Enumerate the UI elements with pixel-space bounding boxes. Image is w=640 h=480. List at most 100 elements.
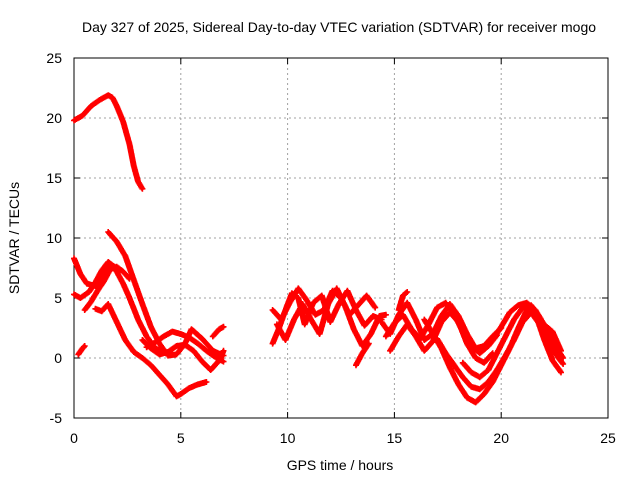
data-point xyxy=(303,322,307,326)
data-point xyxy=(373,306,377,310)
data-point xyxy=(551,330,554,334)
data-point xyxy=(128,296,131,300)
data-point xyxy=(93,280,97,284)
data-point xyxy=(461,375,465,379)
data-point xyxy=(448,310,452,314)
data-point xyxy=(542,322,546,326)
data-point xyxy=(175,344,178,348)
data-point xyxy=(384,313,388,317)
series-arc-c xyxy=(81,263,133,313)
data-point xyxy=(360,344,364,348)
series-arc-b xyxy=(71,259,118,301)
data-point xyxy=(555,354,559,358)
data-point xyxy=(469,370,473,374)
data-point xyxy=(132,278,136,282)
chart-title: Day 327 of 2025, Sidereal Day-to-day VTE… xyxy=(82,19,596,35)
data-point xyxy=(512,318,516,322)
data-point xyxy=(559,370,563,374)
x-tick-label: 10 xyxy=(280,430,296,446)
data-point xyxy=(474,400,478,404)
y-axis-label: SDTVAR / TECUs xyxy=(6,182,22,294)
data-point xyxy=(81,346,84,350)
data-point xyxy=(482,392,486,396)
data-point xyxy=(72,256,76,260)
series-arc-top xyxy=(71,92,146,192)
data-point xyxy=(106,93,110,97)
data-point xyxy=(478,375,482,379)
x-tick-label: 15 xyxy=(387,430,403,446)
data-point xyxy=(136,318,140,322)
data-point xyxy=(87,290,91,294)
data-point xyxy=(474,356,478,360)
data-point xyxy=(209,368,213,372)
series-arc-h xyxy=(75,343,88,358)
data-point xyxy=(292,318,296,322)
y-tick-label: 5 xyxy=(54,290,62,306)
data-point xyxy=(439,314,443,318)
data-point xyxy=(546,332,550,336)
x-tick-label: 25 xyxy=(600,430,616,446)
data-point xyxy=(89,104,93,108)
data-point xyxy=(444,351,448,355)
data-point xyxy=(422,349,426,353)
data-point xyxy=(343,304,347,308)
y-tick-label: 0 xyxy=(54,350,62,366)
data-point xyxy=(388,349,392,353)
data-point xyxy=(309,318,313,322)
data-point xyxy=(311,301,315,305)
data-point xyxy=(149,363,153,367)
data-point xyxy=(204,380,208,384)
data-point xyxy=(123,338,127,342)
data-point xyxy=(371,314,375,318)
data-point xyxy=(132,350,136,354)
data-point xyxy=(140,302,144,306)
data-point xyxy=(491,338,495,342)
data-point xyxy=(78,272,82,276)
data-point xyxy=(190,327,193,331)
data-point xyxy=(100,309,104,313)
y-tick-label: 20 xyxy=(46,110,62,126)
grid xyxy=(74,58,608,418)
data-point xyxy=(115,265,119,269)
data-point xyxy=(561,356,565,360)
data-point xyxy=(115,240,119,244)
x-axis-label: GPS time / hours xyxy=(287,457,394,473)
series-arc-m xyxy=(353,340,372,369)
data-point xyxy=(422,318,426,322)
y-tick-labels: -5 0 5 10 15 20 25 xyxy=(46,50,62,426)
data-point xyxy=(504,354,507,358)
data-point xyxy=(217,327,221,331)
data-point xyxy=(78,296,82,300)
data-point xyxy=(384,334,388,338)
data-point xyxy=(275,322,279,326)
data-point xyxy=(369,332,373,336)
data-point xyxy=(512,338,516,342)
data-point xyxy=(96,289,99,293)
x-tick-labels: 0 5 10 15 20 25 xyxy=(70,430,616,446)
data-point xyxy=(482,361,486,365)
data-point xyxy=(354,363,358,367)
x-tick-label: 20 xyxy=(493,430,509,446)
data-point xyxy=(140,356,144,360)
data-point xyxy=(318,332,322,336)
series-layer xyxy=(71,92,567,406)
data-point xyxy=(401,313,405,317)
data-point xyxy=(136,180,140,184)
data-point xyxy=(499,325,503,329)
data-point xyxy=(405,301,409,305)
data-point xyxy=(313,313,317,317)
data-point xyxy=(435,306,439,310)
data-point xyxy=(76,352,80,356)
y-tick-label: 15 xyxy=(46,170,62,186)
data-point xyxy=(508,310,512,314)
series-arc-q xyxy=(395,289,411,313)
data-point xyxy=(110,96,114,100)
data-point xyxy=(72,292,76,296)
data-point xyxy=(175,394,178,398)
data-point xyxy=(271,342,275,346)
data-point xyxy=(196,382,200,386)
data-point xyxy=(145,334,149,338)
data-point xyxy=(397,308,401,312)
series-arc-u xyxy=(489,299,564,354)
